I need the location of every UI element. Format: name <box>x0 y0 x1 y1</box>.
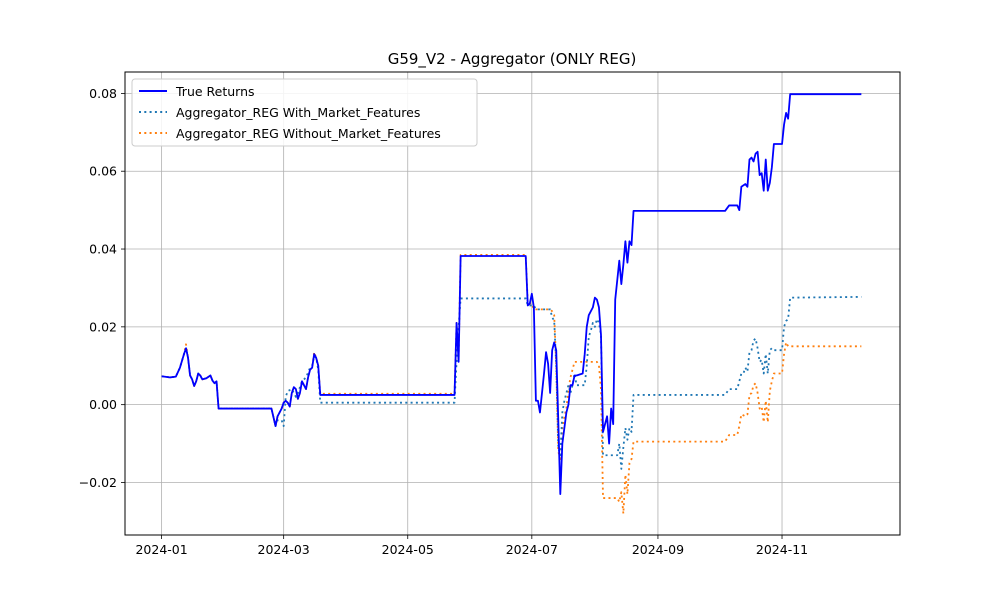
y-tick-label: 0.04 <box>89 242 117 257</box>
axes-frame <box>124 71 901 536</box>
legend-item-without-market-features: Aggregator_REG Without_Market_Features <box>139 126 441 141</box>
legend-label-true-returns: True Returns <box>175 84 255 99</box>
x-tick-label: 2024-05 <box>382 542 434 557</box>
legend: True Returns Aggregator_REG With_Market_… <box>131 78 478 147</box>
x-tick-label: 2024-03 <box>258 542 310 557</box>
x-axis: 2024-01 2024-03 2024-05 2024-07 2024-09 2024-… <box>135 535 808 557</box>
y-tick-label: 0.08 <box>89 86 117 101</box>
y-tick-label: 0.02 <box>89 319 117 334</box>
y-axis: −0.02 0.00 0.02 0.04 0.06 0.08 <box>79 86 125 490</box>
legend-item-true-returns: True Returns <box>139 84 255 99</box>
x-tick-label: 2024-07 <box>506 542 558 557</box>
y-tick-label: 0.06 <box>89 164 117 179</box>
y-tick-label: −0.02 <box>79 475 117 490</box>
legend-box <box>131 78 478 147</box>
series-layer <box>161 93 862 515</box>
x-tick-label: 2024-09 <box>632 542 684 557</box>
x-tick-label: 2024-11 <box>756 542 808 557</box>
y-tick-label: 0.00 <box>89 397 117 412</box>
without-market-features-line <box>161 253 862 515</box>
legend-label-without-market-features: Aggregator_REG Without_Market_Features <box>176 126 441 141</box>
legend-label-with-market-features: Aggregator_REG With_Market_Features <box>176 105 420 120</box>
legend-item-with-market-features: Aggregator_REG With_Market_Features <box>139 105 420 120</box>
x-tick-label: 2024-01 <box>135 542 187 557</box>
chart-title: G59_V2 - Aggregator (ONLY REG) <box>388 50 637 69</box>
true-returns-line <box>161 93 862 496</box>
